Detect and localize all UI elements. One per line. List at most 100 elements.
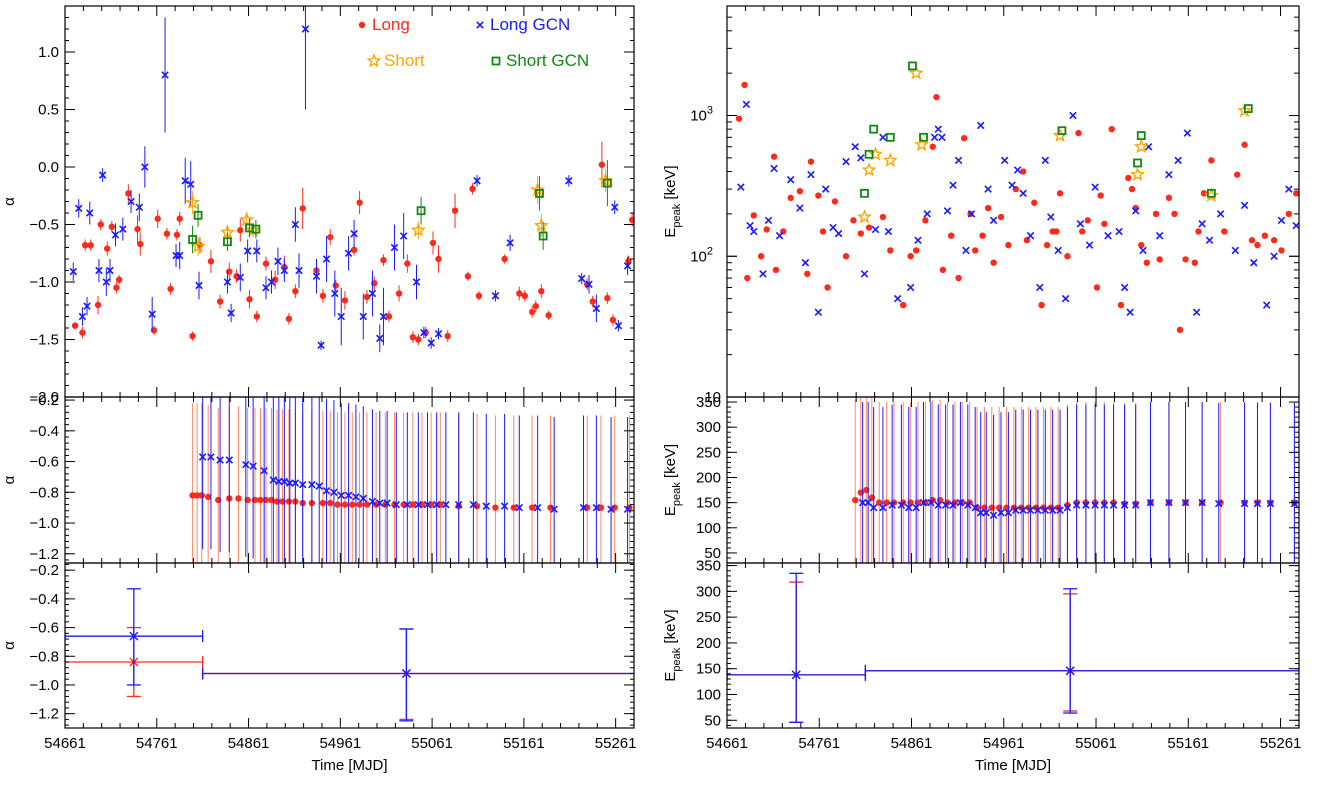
data-point bbox=[1285, 185, 1293, 193]
data-point bbox=[473, 177, 481, 185]
y-tick-label: 300 bbox=[696, 583, 721, 600]
x-tick-label: 55061 bbox=[411, 735, 453, 752]
legend: Long Long GCN Short Short GCN bbox=[358, 15, 589, 70]
y-tick-label: −0.5 bbox=[29, 217, 59, 234]
data-point bbox=[775, 231, 784, 240]
data-point bbox=[1056, 190, 1064, 197]
data-point bbox=[469, 500, 478, 509]
data-point bbox=[989, 511, 998, 519]
data-point bbox=[864, 149, 874, 159]
data-point bbox=[379, 312, 388, 321]
y-tick-label: 10 bbox=[704, 389, 721, 406]
y-tick-label: −2.0 bbox=[29, 389, 59, 406]
data-point bbox=[856, 209, 873, 224]
data-point bbox=[770, 153, 778, 160]
axes-frame bbox=[64, 562, 635, 729]
data-point bbox=[337, 312, 346, 321]
y-axis-label-subscript: peak bbox=[671, 482, 683, 506]
data-point bbox=[1270, 252, 1278, 261]
data-point bbox=[356, 501, 363, 508]
data-point bbox=[1115, 227, 1123, 236]
data-point bbox=[104, 245, 111, 252]
data-point bbox=[884, 227, 893, 236]
data-point bbox=[610, 203, 619, 212]
data-point bbox=[1035, 283, 1044, 292]
data-point bbox=[857, 230, 864, 237]
data-point bbox=[298, 480, 307, 489]
x-tick-label: 54661 bbox=[44, 735, 86, 752]
data-point bbox=[955, 274, 962, 282]
data-point bbox=[1041, 156, 1050, 165]
y-tick-label: 102 bbox=[690, 245, 713, 265]
data-point bbox=[274, 257, 282, 266]
y-tick-label: −1.0 bbox=[29, 515, 59, 532]
data-point bbox=[1104, 231, 1112, 240]
data-point bbox=[363, 293, 371, 301]
data-point bbox=[900, 301, 907, 309]
data-point bbox=[207, 453, 215, 461]
data-point bbox=[1290, 499, 1299, 508]
data-point bbox=[1181, 498, 1190, 507]
data-point bbox=[193, 492, 201, 499]
y-tick-label: 50 bbox=[704, 545, 721, 562]
data-point bbox=[185, 194, 201, 210]
data-point bbox=[315, 482, 323, 490]
data-point bbox=[786, 175, 795, 184]
data-point bbox=[1261, 232, 1269, 239]
data-point bbox=[1240, 201, 1249, 210]
data-point bbox=[291, 479, 300, 487]
data-point bbox=[883, 499, 890, 506]
data-point bbox=[1146, 498, 1155, 507]
data-point bbox=[914, 236, 922, 244]
data-point bbox=[190, 238, 206, 253]
y-tick-label: 200 bbox=[696, 469, 721, 486]
data-point bbox=[1075, 129, 1082, 137]
data-point bbox=[922, 217, 929, 224]
data-point bbox=[409, 501, 417, 508]
data-point bbox=[271, 276, 279, 283]
data-point bbox=[1136, 131, 1146, 140]
data-point bbox=[997, 213, 1005, 221]
data-point bbox=[1093, 284, 1101, 291]
data-point bbox=[750, 212, 757, 219]
legend-marker bbox=[476, 21, 484, 29]
y-tick-label: −1.2 bbox=[29, 546, 59, 563]
data-point bbox=[401, 668, 411, 678]
data-point bbox=[851, 142, 860, 151]
data-point bbox=[997, 508, 1005, 517]
data-point bbox=[1192, 308, 1201, 317]
data-point bbox=[491, 292, 500, 300]
data-point bbox=[432, 500, 441, 509]
y-axis-label-subscript: peak bbox=[671, 203, 683, 227]
data-point bbox=[971, 247, 979, 254]
data-point bbox=[510, 504, 517, 511]
data-point bbox=[956, 498, 965, 507]
data-point bbox=[262, 283, 270, 292]
data-point bbox=[967, 210, 976, 218]
data-point bbox=[535, 189, 544, 198]
data-point bbox=[1063, 503, 1072, 512]
data-point bbox=[246, 296, 253, 303]
data-point bbox=[216, 298, 224, 305]
data-point bbox=[641, 199, 648, 206]
series-long bbox=[727, 581, 1299, 723]
data-point bbox=[352, 493, 360, 501]
data-point bbox=[395, 290, 403, 297]
data-point bbox=[420, 328, 428, 337]
data-point bbox=[1216, 210, 1225, 218]
data-point bbox=[1101, 220, 1108, 228]
data-point bbox=[423, 500, 432, 509]
data-point bbox=[865, 224, 873, 231]
data-point bbox=[94, 301, 102, 309]
data-point bbox=[414, 500, 423, 509]
panel-epeak_cumulative: 50 100 150 200 250 300 350 Epeak [keV] bbox=[662, 394, 1300, 564]
y-tick-label: 150 bbox=[696, 495, 721, 512]
data-point bbox=[533, 217, 549, 233]
data-point bbox=[1198, 498, 1206, 507]
data-point bbox=[938, 133, 946, 142]
data-point bbox=[821, 185, 830, 193]
legend-marker bbox=[366, 53, 382, 68]
data-point bbox=[1171, 210, 1178, 218]
data-point bbox=[842, 253, 850, 260]
data-point bbox=[81, 242, 89, 249]
